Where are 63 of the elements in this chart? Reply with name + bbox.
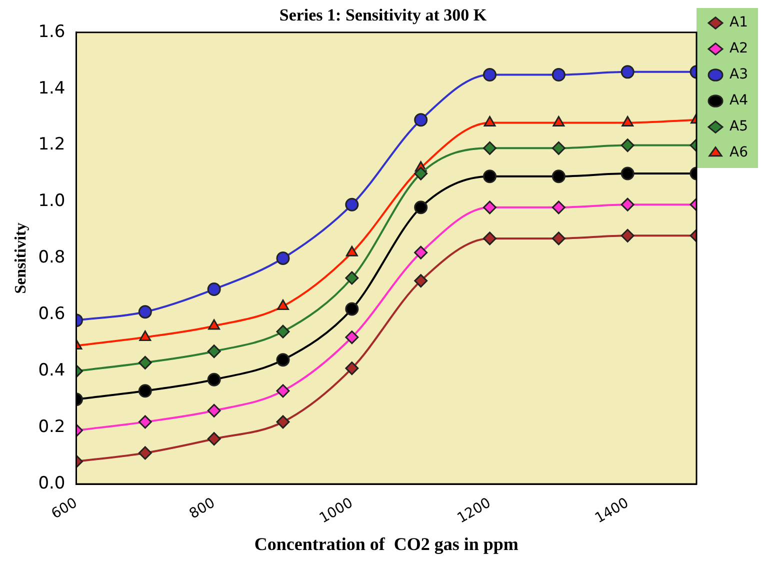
point xyxy=(345,271,359,285)
point xyxy=(552,232,566,246)
y-tick-label: 0.6 xyxy=(38,304,66,324)
point xyxy=(345,330,359,344)
point xyxy=(483,232,497,246)
point xyxy=(138,305,152,319)
point xyxy=(483,170,497,184)
point xyxy=(207,282,221,296)
point xyxy=(139,330,152,342)
legend-label: A2 xyxy=(730,40,748,57)
y-tick-label: 1.4 xyxy=(38,78,66,98)
point xyxy=(276,415,290,429)
point xyxy=(552,141,566,155)
point xyxy=(345,362,359,376)
point xyxy=(207,372,221,386)
point xyxy=(414,274,428,288)
y-tick-label: 0.2 xyxy=(38,417,66,438)
x-tick-label: 600 xyxy=(48,495,80,522)
point xyxy=(414,246,428,260)
point xyxy=(207,404,221,418)
point xyxy=(345,198,359,212)
point xyxy=(276,324,290,338)
y-tick-label: 0.0 xyxy=(38,473,66,494)
point xyxy=(208,319,220,330)
point xyxy=(138,446,152,460)
legend-label: A6 xyxy=(730,144,748,161)
y-tick-label: 0.4 xyxy=(38,360,66,381)
point xyxy=(276,251,290,265)
point xyxy=(620,198,634,212)
point xyxy=(552,170,566,184)
point xyxy=(276,384,290,398)
legend-label: A4 xyxy=(730,92,748,109)
y-tick-label: 0.8 xyxy=(38,248,66,268)
legend-label: A3 xyxy=(730,66,748,83)
legend-label: A5 xyxy=(730,118,748,135)
point xyxy=(552,68,566,82)
x-axis-title: Concentration of CO2 gas in ppm xyxy=(254,534,518,554)
point xyxy=(276,353,290,367)
point xyxy=(552,200,566,214)
point xyxy=(207,432,221,446)
point xyxy=(207,344,221,358)
legend-label: A1 xyxy=(730,14,748,31)
y-tick-label: 1.6 xyxy=(38,22,66,42)
point xyxy=(620,65,634,79)
point xyxy=(414,166,428,180)
point xyxy=(138,384,152,398)
point xyxy=(620,166,634,180)
point xyxy=(620,228,634,242)
point xyxy=(414,200,428,214)
y-tick-label: 1.0 xyxy=(38,191,66,212)
x-tick-label: 800 xyxy=(186,495,218,522)
point xyxy=(345,302,359,316)
point xyxy=(483,200,497,214)
point xyxy=(346,246,358,256)
chart-title: Series 1: Sensitivity at 300 K xyxy=(279,6,488,25)
point xyxy=(138,356,152,370)
point xyxy=(414,113,428,127)
y-axis-title: Sensitivity xyxy=(12,222,30,294)
point xyxy=(138,415,152,429)
y-tick-label: 1.2 xyxy=(38,134,66,155)
point xyxy=(483,68,497,82)
point xyxy=(620,138,634,152)
point xyxy=(483,141,497,155)
